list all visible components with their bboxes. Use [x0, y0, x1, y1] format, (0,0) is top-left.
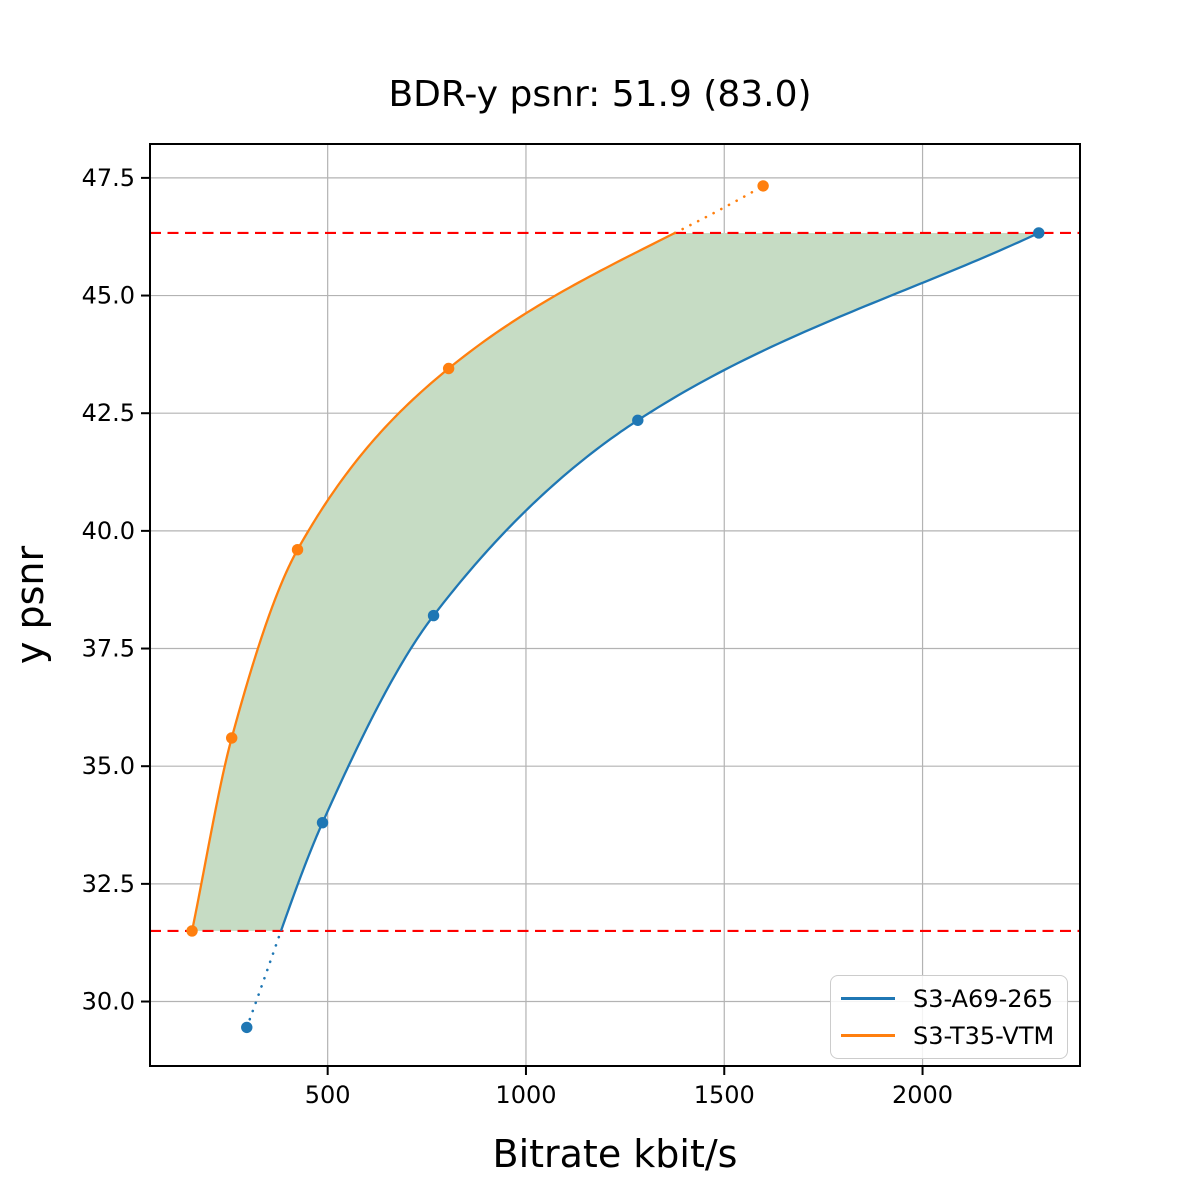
y-tick-label: 42.5 [82, 399, 135, 427]
series-line-dotted-s3-t35-vtm [673, 184, 765, 235]
data-point-s3-t35-vtm [442, 362, 455, 375]
x-axis-label: Bitrate kbit/s [492, 1132, 738, 1176]
y-tick-label: 30.0 [82, 988, 135, 1016]
y-tick-label: 40.0 [82, 517, 135, 545]
legend-line-sample-blue [841, 997, 895, 1000]
y-tick-label: 47.5 [82, 164, 135, 192]
x-tick-label: 500 [305, 1081, 351, 1109]
data-point-s3-a69-265 [1033, 227, 1045, 239]
bd-rate-shaded-region [192, 232, 1039, 931]
legend-line-sample-orange [841, 1034, 895, 1037]
chart-title: BDR-y psnr: 51.9 (83.0) [388, 74, 812, 115]
legend-label: S3-T35-VTM [913, 1021, 1055, 1050]
y-tick-label: 35.0 [82, 752, 135, 780]
legend: S3-A69-265 S3-T35-VTM [830, 975, 1068, 1059]
data-point-s3-t35-vtm [757, 180, 769, 192]
y-tick-label: 45.0 [82, 282, 135, 310]
series-line-dotted-s3-a69-265 [245, 929, 283, 1029]
data-point-s3-a69-265 [241, 1021, 253, 1034]
series-line-s3-t35-vtm [190, 231, 676, 932]
data-point-s3-a69-265 [427, 609, 440, 622]
x-tick-label: 1500 [694, 1081, 755, 1109]
plot-border [149, 143, 1081, 1067]
y-tick-label: 32.5 [82, 870, 135, 898]
data-point-s3-a69-265 [632, 414, 644, 426]
series-line-s3-a69-265 [279, 231, 1040, 932]
data-point-s3-t35-vtm [291, 543, 304, 556]
legend-entry-s3-a69-265: S3-A69-265 [841, 980, 1067, 1017]
y-axis-label: y psnr [8, 545, 52, 665]
x-tick-label: 1000 [495, 1081, 556, 1109]
x-tick-label: 2000 [892, 1081, 953, 1109]
y-tick-label: 37.5 [82, 635, 135, 663]
legend-label: S3-A69-265 [913, 984, 1054, 1013]
data-point-s3-t35-vtm [225, 732, 238, 744]
data-point-s3-a69-265 [316, 816, 329, 829]
data-point-s3-t35-vtm [186, 925, 198, 937]
legend-entry-s3-t35-vtm: S3-T35-VTM [841, 1017, 1067, 1054]
